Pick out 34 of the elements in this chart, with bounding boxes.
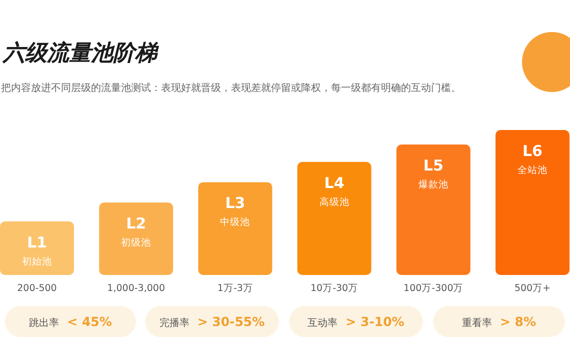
text: > 30-55% — [197, 314, 266, 329]
x-tick-label: L6 — [522, 142, 542, 160]
chart-subtitle: 把内容放进不同层级的流量池测试：表现好就晋级，表现差就停留或降权，每一级都有明确的互动门槛。 — [1, 82, 461, 94]
text: 跳出率 — [29, 317, 60, 329]
text: 互动率 — [308, 317, 338, 329]
text: > 8% — [500, 314, 536, 329]
bar — [297, 162, 372, 275]
bar — [496, 130, 570, 275]
x-tick-label: L2 — [126, 214, 146, 232]
x-tick-label: L3 — [225, 194, 246, 212]
text: 重看率 — [462, 317, 492, 329]
x-tick-label: L4 — [324, 174, 344, 192]
text: 完播率 — [159, 317, 190, 329]
bar — [99, 202, 174, 275]
text: 1,000-3,000 — [107, 283, 166, 294]
annotation: 高级池 — [319, 196, 350, 208]
text: 1万-3万 — [217, 283, 253, 294]
annotation: 初始池 — [22, 255, 52, 268]
text: 10万-30万 — [310, 283, 358, 294]
text: 500万+ — [514, 283, 551, 294]
chart-title: 六级流量池阶梯 — [1, 40, 160, 66]
bar — [0, 221, 74, 275]
text: < 45% — [67, 314, 112, 329]
annotation: 全站池 — [518, 164, 548, 176]
text: 200-500 — [17, 283, 57, 294]
annotation: 爆款池 — [418, 178, 448, 190]
x-tick-label: L5 — [423, 156, 444, 174]
annotation: 初级池 — [121, 236, 152, 248]
x-tick-label: L1 — [27, 233, 47, 252]
text: 100万-300万 — [404, 283, 464, 294]
annotation: 中级池 — [220, 216, 250, 228]
bar — [396, 144, 470, 275]
bar — [198, 182, 272, 275]
text: > 3-10% — [346, 314, 405, 329]
